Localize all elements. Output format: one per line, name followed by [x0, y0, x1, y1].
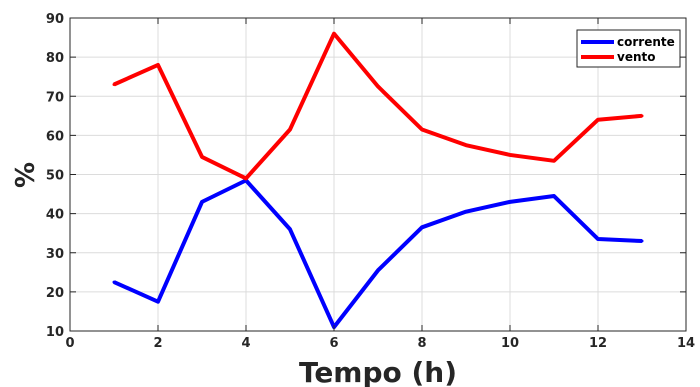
data-point-vento — [596, 118, 600, 122]
data-point-corrente — [376, 268, 380, 272]
x-tick-label: 12 — [589, 336, 607, 351]
data-point-vento — [376, 84, 380, 88]
y-tick-label: 40 — [46, 208, 64, 223]
y-tick-label: 50 — [46, 169, 64, 184]
y-tick-label: 30 — [46, 247, 64, 262]
x-tick-label: 6 — [329, 336, 338, 351]
data-point-vento — [464, 143, 468, 147]
data-point-vento — [200, 155, 204, 159]
data-point-corrente — [156, 300, 160, 304]
x-tick-labels: 0 2 4 6 8 10 12 14 — [65, 336, 695, 351]
ticks — [69, 17, 687, 332]
legend: corrente vento — [576, 29, 681, 68]
x-tick-label: 4 — [241, 336, 250, 351]
y-tick-label: 60 — [46, 129, 64, 144]
y-tick-label: 10 — [46, 325, 64, 340]
data-point-corrente — [552, 194, 556, 198]
x-tick-label: 14 — [677, 336, 695, 351]
x-tick-label: 2 — [153, 336, 162, 351]
data-point-vento — [288, 128, 292, 132]
data-point-corrente — [596, 237, 600, 241]
data-point-vento — [508, 153, 512, 157]
data-point-corrente — [464, 210, 468, 214]
x-tick-label: 0 — [65, 336, 74, 351]
x-tick-label: 8 — [417, 336, 426, 351]
y-tick-label: 90 — [46, 12, 64, 27]
x-axis-label: Tempo (h) — [299, 356, 457, 387]
data-point-vento — [420, 128, 424, 132]
legend-box — [576, 29, 681, 68]
data-point-corrente — [508, 200, 512, 204]
data-point-vento — [156, 63, 160, 67]
data-point-corrente — [420, 225, 424, 229]
data-point-vento — [332, 32, 336, 36]
y-tick-labels: 10 20 30 40 50 60 70 80 90 — [46, 12, 64, 340]
data-point-vento — [640, 114, 644, 118]
data-point-vento — [112, 83, 116, 87]
data-point-corrente — [640, 239, 644, 243]
data-point-corrente — [288, 227, 292, 231]
data-point-vento — [552, 159, 556, 163]
legend-label-vento: vento — [617, 50, 655, 64]
legend-label-corrente: corrente — [617, 35, 675, 49]
data-point-corrente — [200, 200, 204, 204]
series-lines — [112, 31, 644, 330]
y-tick-label: 70 — [46, 90, 64, 105]
data-point-vento — [244, 176, 248, 180]
y-tick-label: 80 — [46, 51, 64, 66]
y-axis-label: % — [11, 162, 41, 188]
y-tick-label: 20 — [46, 286, 64, 301]
x-tick-label: 10 — [501, 336, 519, 351]
data-point-corrente — [112, 280, 116, 284]
